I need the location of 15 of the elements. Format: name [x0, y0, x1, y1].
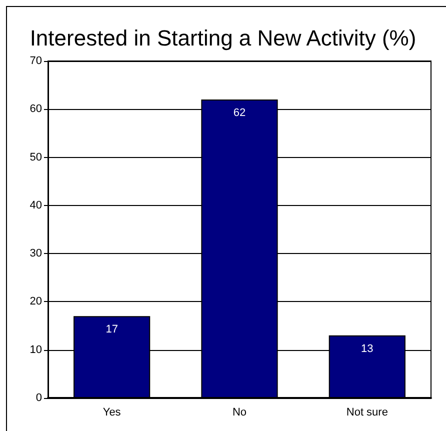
- x-tick-label: No: [232, 406, 247, 418]
- data-label: 17: [106, 324, 118, 336]
- y-tick-label: 30: [30, 248, 42, 260]
- chart-title: Interested in Starting a New Activity (%): [30, 26, 416, 50]
- data-label: 62: [233, 107, 246, 120]
- x-tick-label: Yes: [102, 406, 122, 418]
- y-tick-label: 10: [30, 344, 42, 356]
- data-label: 13: [361, 342, 374, 355]
- y-tick-label: 50: [30, 151, 42, 164]
- y-tick-label: 0: [36, 392, 42, 404]
- y-tick-label: 40: [30, 199, 42, 212]
- y-tick-label: 60: [30, 103, 42, 116]
- y-tick-label: 70: [30, 55, 42, 67]
- x-tick-label: Not sure: [346, 406, 388, 418]
- y-tick-label: 20: [30, 296, 42, 308]
